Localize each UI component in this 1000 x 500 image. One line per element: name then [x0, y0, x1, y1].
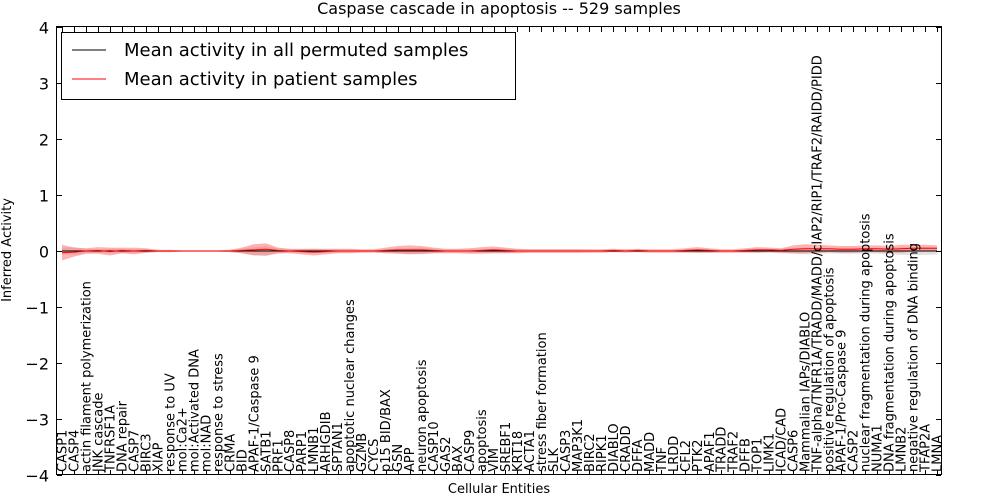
- x-tick-label: APAF-1/Caspase 9: [247, 355, 262, 472]
- x-tick-label: TRAF2: [727, 431, 742, 473]
- x-tick-label: TFAP2A: [919, 424, 934, 473]
- x-tick-label: CASP7: [127, 430, 142, 472]
- x-tick-label: DNA repair: [115, 400, 130, 472]
- x-tick-label: CASP3: [559, 430, 574, 472]
- y-tick-label: 3: [39, 75, 49, 94]
- x-tick-label: PTK2: [691, 439, 706, 472]
- x-tick-label: CASP10: [427, 421, 442, 472]
- x-tick-label: GAS2: [439, 437, 454, 473]
- x-tick-label: TRADD: [715, 427, 730, 473]
- x-tick-label: APAF1: [703, 431, 718, 472]
- x-tick-label: TOP1: [751, 438, 766, 473]
- x-tick-label: APP: [403, 447, 418, 472]
- x-tick-label: XIAP: [151, 442, 166, 472]
- x-tick-label: SLK: [547, 448, 562, 472]
- x-tick-label: DFFB: [739, 438, 754, 472]
- x-tick-label: NUMA1: [871, 424, 886, 472]
- x-tick-label: KRT18: [511, 431, 526, 472]
- x-tick-label: response to stress: [211, 353, 226, 472]
- x-tick-label: p15 BID/BAX: [379, 389, 394, 472]
- y-tick-label: 2: [39, 131, 49, 150]
- patient-band: [62, 243, 937, 261]
- x-tick-label: GSN: [391, 444, 406, 472]
- x-tick-label: LRDD: [667, 436, 682, 472]
- legend-box: [61, 32, 516, 100]
- x-tick-label: SREBF1: [499, 422, 514, 472]
- x-tick-label: DIABLO: [607, 423, 622, 472]
- x-tick-label: nuclear fragmentation during apoptosis: [859, 213, 874, 472]
- chart-title: Caspase cascade in apoptosis -- 529 samp…: [317, 0, 681, 18]
- x-tick-label: Mammalian IAPs/DIABLO: [799, 312, 814, 472]
- y-tick-label: 4: [39, 19, 49, 38]
- x-tick-label: CRMA: [223, 434, 238, 472]
- x-tick-label: BAX: [451, 445, 466, 472]
- y-tick-label: 1: [39, 187, 49, 206]
- confidence-bands: [62, 243, 937, 261]
- x-tick-label: BIRC2: [583, 434, 598, 473]
- x-tick-label: CASP1: [56, 430, 71, 472]
- patient-mean-line: [61, 247, 937, 254]
- y-tick-label: −4: [25, 467, 49, 486]
- x-tick-label: ACTA1: [523, 430, 538, 472]
- x-tick-label: GZMB: [355, 433, 370, 472]
- x-tick-label: MAP3K1: [571, 419, 586, 472]
- x-tick-label: response to UV: [163, 373, 178, 472]
- x-tick-label: CASP4: [68, 430, 83, 472]
- x-tick-label: CRADD: [619, 426, 634, 473]
- y-tick-label: 0: [39, 243, 49, 262]
- x-tick-label: LIMK1: [763, 433, 778, 472]
- x-tick-label: TNF: [655, 447, 670, 473]
- x-tick-label: apoptosis: [475, 409, 490, 472]
- plot-frame: [56, 26, 942, 475]
- x-tick-label: CFL2: [679, 440, 694, 472]
- legend-label-patient: Mean activity in patient samples: [124, 69, 418, 90]
- y-tick-label: −3: [25, 411, 49, 430]
- x-tick-label: SATB1: [259, 430, 274, 472]
- x-tick-label: ICAD/CAD: [775, 408, 790, 472]
- x-tick-label: mol:Ca2+: [175, 407, 190, 472]
- x-tick-label: DFFA: [631, 439, 646, 472]
- x-tick-label: apoptotic nuclear changes: [343, 299, 358, 472]
- x-tick-label: negative regulation of DNA binding: [907, 243, 922, 472]
- x-tick-label: LMNB2: [895, 427, 910, 472]
- x-tick-label: DNA fragmentation during apoptosis: [883, 233, 898, 472]
- x-tick-label: mol:NAD: [199, 415, 214, 472]
- x-tick-label: stress fiber formation: [535, 332, 550, 472]
- x-tick-label: CASP9: [463, 430, 478, 472]
- x-tick-label: CASP8: [283, 430, 298, 472]
- x-tick-label: actin filament polymerization: [80, 281, 95, 472]
- x-tick-label: SPTAN1: [331, 422, 346, 472]
- legend: Mean activity in all permuted samples Me…: [61, 32, 516, 100]
- x-tick-label: positive regulation of apoptosis: [823, 267, 838, 472]
- x-tick-label: TNF-alpha/TNFR1A/TRADD/MADD/cIAP2/RIP1/T…: [811, 55, 826, 473]
- x-tick-label: MADD: [643, 432, 658, 472]
- x-tick-label: JNK cascade: [92, 393, 107, 473]
- x-tick-label: BIRC3: [139, 434, 154, 473]
- x-axis-label: Cellular Entities: [448, 482, 550, 497]
- x-tick-label: PARP1: [295, 431, 310, 472]
- x-tick-label: CYCS: [367, 439, 382, 472]
- x-tick-label: LMNB1: [307, 427, 322, 472]
- x-tick-label: RIPK1: [595, 434, 610, 472]
- y-axis-label: Inferred Activity: [0, 198, 15, 302]
- x-tick-label: APAF-1/Pro-Caspase 9: [835, 330, 850, 472]
- x-tick-label: mol:Activated DNA: [187, 349, 202, 472]
- x-tick-label: TNFRSF1A: [103, 405, 118, 473]
- x-tick-label: VIM: [487, 448, 502, 472]
- x-tick-label: CASP2: [847, 430, 862, 472]
- y-tick-label: −2: [25, 355, 49, 374]
- y-axis-ticks: −4 −3 −2 −1 0 1 2 3 4: [25, 19, 941, 486]
- x-tick-label: neuron apoptosis: [415, 359, 430, 472]
- x-tick-label: ARHGDIB: [319, 411, 334, 472]
- x-tick-label: LMNA: [931, 435, 946, 472]
- x-tick-label: PRF1: [271, 439, 286, 472]
- legend-label-permuted: Mean activity in all permuted samples: [124, 40, 468, 61]
- y-tick-label: −1: [25, 299, 49, 318]
- series-lines: [61, 247, 937, 254]
- x-tick-label: BID: [235, 449, 250, 472]
- x-tick-label: CASP6: [787, 430, 802, 472]
